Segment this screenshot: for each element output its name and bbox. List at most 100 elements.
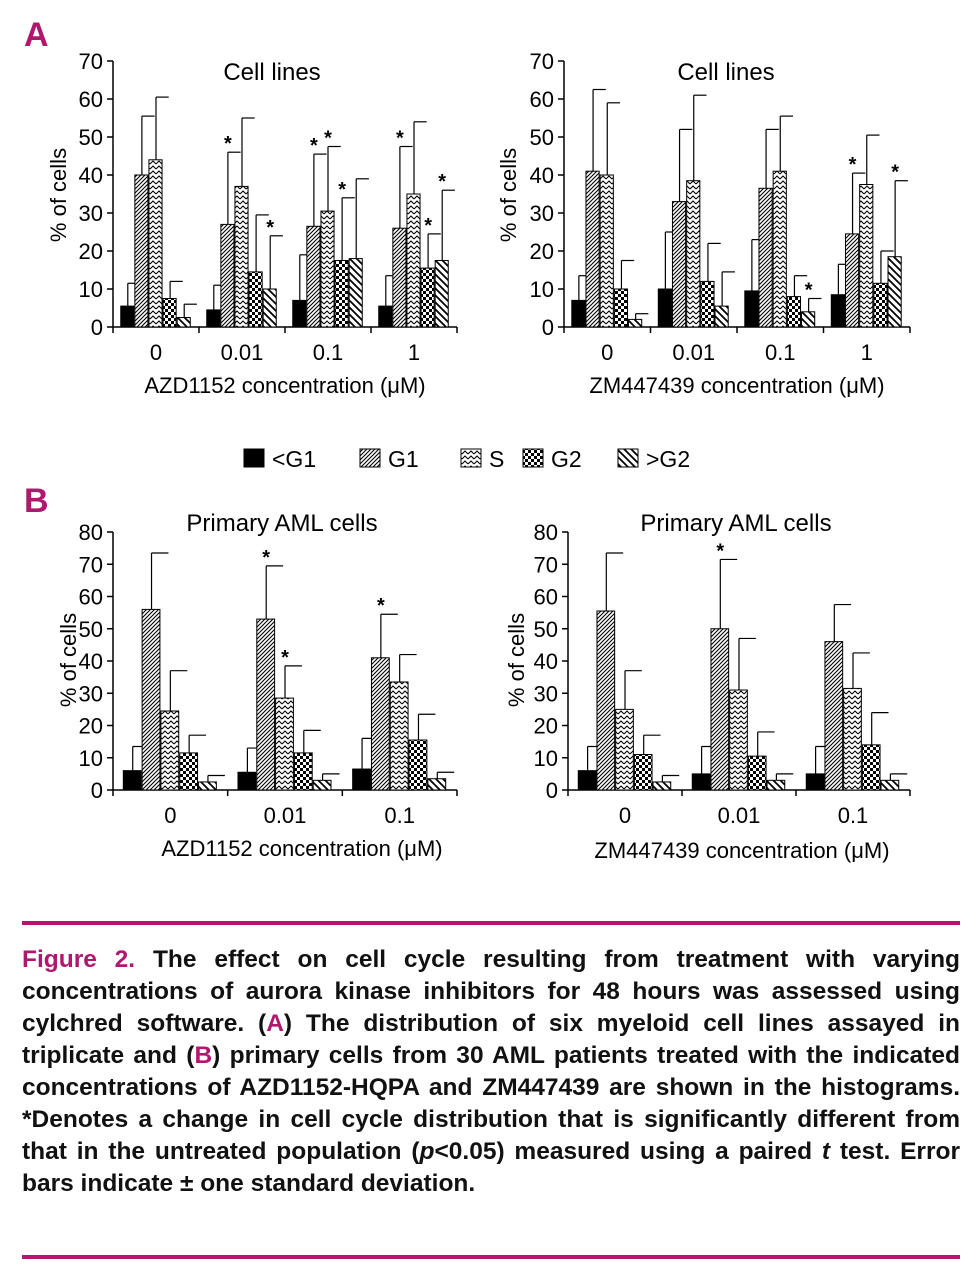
bar-g2	[613, 288, 629, 328]
bar-s	[686, 180, 701, 328]
x-tick-label: 0	[150, 340, 162, 365]
significance-asterisk: *	[224, 133, 232, 155]
plot-area: 0 10 20 30 40 50 60 70 80 0 0.01 * 0.1	[534, 520, 911, 828]
bar-lt-g1	[577, 770, 597, 791]
bar-g2	[786, 296, 802, 328]
caption-ref-b: B	[194, 1042, 213, 1069]
chart-title: Primary AML cells	[186, 510, 377, 537]
bar-gt-g2	[348, 258, 363, 328]
bar-gt-g2	[176, 317, 191, 328]
bar-g2	[248, 271, 263, 328]
y-tick-label: 20	[534, 714, 558, 739]
bar-s	[234, 185, 249, 328]
legend-swatch	[522, 448, 544, 468]
bar-lt-g1	[292, 299, 307, 328]
y-tick-label: 20	[79, 239, 103, 264]
bar-g1	[306, 225, 321, 328]
x-tick-label: 0	[619, 803, 631, 828]
bar-g1	[844, 233, 860, 328]
y-tick-label: 80	[79, 520, 103, 545]
significance-asterisk: *	[324, 128, 332, 150]
y-tick-label: 70	[534, 552, 558, 577]
x-tick-label: 0.1	[313, 340, 344, 365]
bar-lt-g1	[122, 770, 142, 791]
bar-g1	[392, 227, 407, 328]
bar-g1	[758, 187, 773, 328]
chart-title: Cell lines	[223, 59, 320, 86]
bar-g1	[710, 628, 730, 791]
y-tick-label: 80	[534, 520, 558, 545]
significance-asterisk: *	[281, 647, 289, 669]
bar-s	[729, 689, 748, 791]
bar-lt-g1	[691, 773, 711, 791]
y-tick-label: 40	[79, 649, 103, 674]
bar-g1	[596, 610, 616, 791]
bar-gt-g2	[766, 779, 786, 791]
legend-label: <G1	[272, 446, 316, 472]
bar-lt-g1	[657, 288, 672, 328]
significance-asterisk: *	[338, 179, 346, 201]
caption-text: ) The distribution of six myeloid cell l…	[22, 1010, 960, 1069]
x-tick-label: 0.01	[264, 803, 307, 828]
caption-text: The effect on cell cycle resulting from …	[22, 946, 960, 1037]
bar-g1	[141, 608, 161, 791]
bar-g1	[134, 174, 149, 328]
x-tick-label: 0.1	[838, 803, 869, 828]
bar-s	[320, 210, 335, 328]
chart-title: Primary AML cells	[640, 510, 831, 537]
x-tick-label: 0.1	[384, 803, 415, 828]
bar-lt-g1	[571, 299, 586, 328]
caption-text: ) primary cells from 30 AML patients tre…	[22, 1042, 960, 1165]
y-tick-label: 20	[79, 714, 103, 739]
significance-asterisk: *	[424, 215, 432, 237]
chart-a-azd1152: Cell lines % of cells AZD1152 concentrat…	[46, 49, 458, 398]
bar-lt-g1	[237, 771, 257, 791]
caption-top-rule	[22, 921, 960, 925]
legend: <G1 G1 S G2 >G2	[243, 446, 690, 472]
y-tick-label: 0	[546, 778, 558, 803]
bar-g2	[873, 282, 888, 328]
y-tick-label: 40	[79, 163, 103, 188]
significance-asterisk: *	[849, 154, 857, 176]
y-tick-label: 10	[534, 746, 558, 771]
figure-label: Figure 2.	[22, 946, 136, 973]
y-tick-label: 40	[530, 163, 554, 188]
bar-gt-g2	[801, 311, 816, 328]
y-tick-label: 50	[530, 125, 554, 150]
significance-asterisk: *	[805, 280, 813, 302]
bar-s	[615, 708, 634, 791]
bar-lt-g1	[206, 309, 221, 328]
bar-g2	[293, 752, 313, 791]
x-axis-label: AZD1152 concentration (μM)	[144, 373, 425, 398]
bar-gt-g2	[312, 779, 332, 791]
significance-asterisk: *	[438, 171, 446, 193]
chart-b-zm447439: Primary AML cells % of cells ZM447439 co…	[504, 510, 911, 863]
panel-label-b: B	[24, 482, 49, 520]
chart-b-azd1152: Primary AML cells % of cells AZD1152 con…	[56, 510, 458, 861]
y-tick-label: 0	[91, 778, 103, 803]
bar-g1	[256, 618, 276, 791]
bar-g1	[671, 201, 687, 328]
y-axis-label: % of cells	[496, 148, 521, 242]
y-tick-label: 30	[79, 681, 103, 706]
bar-s	[160, 710, 180, 791]
bar-gt-g2	[714, 305, 729, 328]
bar-lt-g1	[744, 290, 759, 328]
y-tick-label: 10	[79, 746, 103, 771]
legend-label: G1	[388, 446, 419, 472]
x-tick-label: 0.1	[765, 340, 796, 365]
caption-text: test. Error bars indicate ± one standard…	[22, 1138, 960, 1197]
y-tick-label: 50	[534, 617, 558, 642]
figure-caption: Figure 2. The effect on cell cycle resul…	[22, 944, 960, 1200]
bar-gt-g2	[628, 318, 643, 328]
legend-swatch	[617, 448, 639, 468]
x-tick-label: 1	[408, 340, 420, 365]
bar-gt-g2	[887, 256, 902, 328]
bar-lt-g1	[378, 305, 393, 328]
bar-gt-g2	[652, 781, 672, 791]
bar-g1	[824, 641, 844, 791]
figure-2: A B Cell lines % of cells AZD1152 concen…	[24, 16, 911, 863]
legend-swatch	[243, 448, 265, 468]
legend-label: S	[489, 446, 504, 472]
x-tick-label: 0.01	[672, 340, 715, 365]
